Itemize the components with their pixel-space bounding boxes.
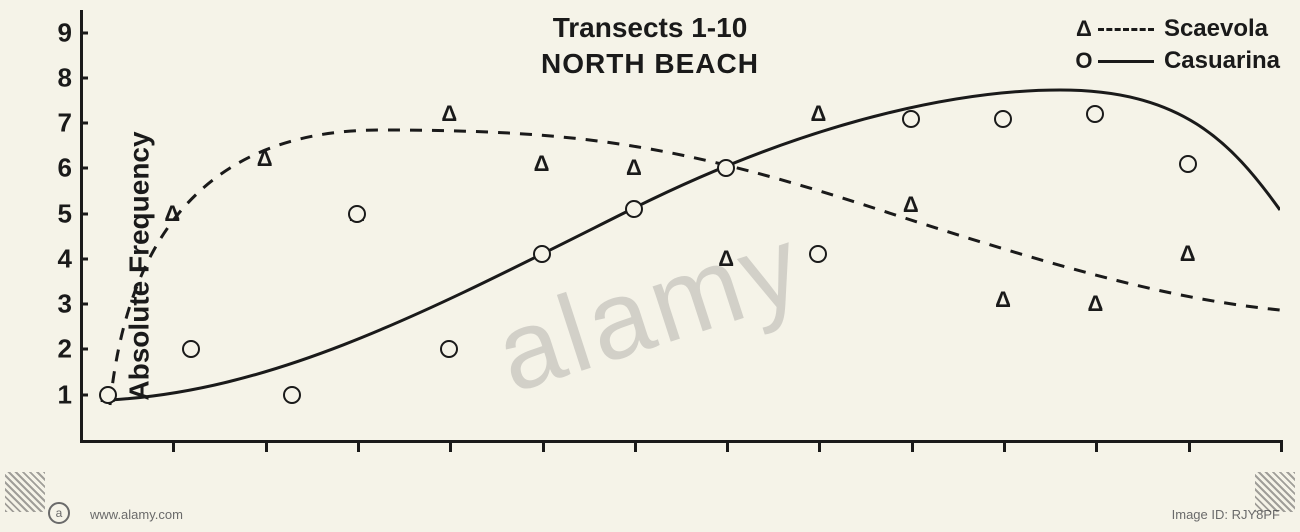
corner-pattern-right — [1255, 472, 1295, 512]
dashed-line-icon — [1098, 28, 1154, 31]
watermark-circle-a: a — [48, 502, 70, 524]
legend: Δ Scaevola O Casuarina — [1074, 15, 1280, 79]
y-tick-label: 6 — [58, 153, 72, 184]
scaevola-point: Δ — [1180, 241, 1196, 267]
scaevola-point: Δ — [811, 101, 827, 127]
casuarina-point — [182, 340, 200, 358]
y-tick-label: 5 — [58, 198, 72, 229]
scaevola-point: Δ — [441, 101, 457, 127]
scaevola-point: Δ — [626, 155, 642, 181]
x-tick-mark — [818, 440, 821, 452]
casuarina-point — [1086, 105, 1104, 123]
x-tick-mark — [1280, 440, 1283, 452]
x-tick-mark — [634, 440, 637, 452]
x-tick-mark — [265, 440, 268, 452]
chart-title: Transects 1-10 — [553, 12, 748, 44]
x-tick-mark — [1095, 440, 1098, 452]
casuarina-point — [994, 110, 1012, 128]
casuarina-point — [902, 110, 920, 128]
y-tick-label: 3 — [58, 289, 72, 320]
x-tick-mark — [449, 440, 452, 452]
y-tick-mark — [80, 31, 88, 34]
circle-icon: O — [1074, 48, 1094, 74]
scaevola-point: Δ — [903, 192, 919, 218]
scaevola-point: Δ — [257, 146, 273, 172]
casuarina-point — [99, 386, 117, 404]
x-tick-mark — [911, 440, 914, 452]
legend-item-scaevola: Δ Scaevola — [1074, 15, 1280, 43]
legend-label: Scaevola — [1164, 15, 1268, 43]
casuarina-point — [1179, 155, 1197, 173]
scaevola-point: Δ — [164, 201, 180, 227]
x-tick-mark — [172, 440, 175, 452]
x-tick-mark — [1188, 440, 1191, 452]
watermark-url: www.alamy.com — [90, 507, 183, 522]
x-tick-mark — [726, 440, 729, 452]
legend-item-casuarina: O Casuarina — [1074, 47, 1280, 75]
scaevola-point: Δ — [995, 287, 1011, 313]
casuarina-point — [348, 205, 366, 223]
y-tick-mark — [80, 76, 88, 79]
scaevola-point: Δ — [718, 246, 734, 272]
y-tick-mark — [80, 303, 88, 306]
y-tick-mark — [80, 212, 88, 215]
y-tick-mark — [80, 393, 88, 396]
casuarina-point — [625, 200, 643, 218]
solid-line-icon — [1098, 60, 1154, 63]
corner-pattern-left — [5, 472, 45, 512]
y-tick-label: 4 — [58, 243, 72, 274]
y-tick-label: 1 — [58, 379, 72, 410]
casuarina-point — [809, 245, 827, 263]
scaevola-point: Δ — [1087, 291, 1103, 317]
y-tick-label: 9 — [58, 17, 72, 48]
casuarina-point — [533, 245, 551, 263]
y-tick-label: 2 — [58, 334, 72, 365]
chart-container: Absolute Frequency 123456789 Transects 1… — [0, 0, 1300, 532]
chart-subtitle: NORTH BEACH — [541, 48, 759, 80]
x-tick-mark — [542, 440, 545, 452]
y-tick-mark — [80, 122, 88, 125]
casuarina-point — [717, 159, 735, 177]
x-tick-mark — [357, 440, 360, 452]
casuarina-point — [283, 386, 301, 404]
scaevola-point: Δ — [534, 151, 550, 177]
y-tick-label: 8 — [58, 62, 72, 93]
triangle-icon: Δ — [1074, 16, 1094, 42]
y-tick-mark — [80, 257, 88, 260]
casuarina-point — [440, 340, 458, 358]
y-tick-label: 7 — [58, 108, 72, 139]
legend-label: Casuarina — [1164, 47, 1280, 75]
y-tick-mark — [80, 167, 88, 170]
y-tick-mark — [80, 348, 88, 351]
x-tick-mark — [1003, 440, 1006, 452]
